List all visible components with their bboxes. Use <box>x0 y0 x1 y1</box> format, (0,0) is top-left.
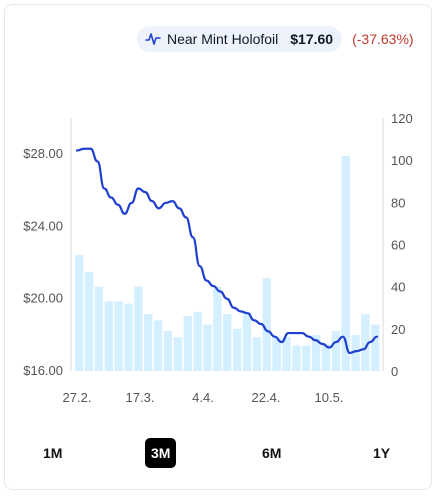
legend-label: Near Mint Holofoil <box>167 31 279 47</box>
y-right-tick-label: 40 <box>391 280 405 295</box>
volume-bar <box>302 345 311 371</box>
volume-bar <box>242 311 252 371</box>
y-left-tick-label: $16.00 <box>23 363 63 378</box>
legend: Near Mint Holofoil $17.60 (-37.63%) <box>137 26 419 52</box>
volume-bar <box>341 155 350 371</box>
volume-bar <box>144 314 153 371</box>
volume-bar <box>331 330 341 371</box>
range-selector: 1M 3M 6M 1Y <box>0 438 438 474</box>
x-tick-label: 22.4. <box>252 390 281 405</box>
volume-bar <box>183 316 192 371</box>
legend-pill[interactable]: Near Mint Holofoil $17.60 <box>137 26 343 52</box>
range-1m-button[interactable]: 1M <box>43 445 63 461</box>
volume-bar <box>213 286 222 371</box>
volume-bar <box>262 278 271 371</box>
volume-bar <box>232 328 242 371</box>
volume-bar <box>361 314 370 371</box>
volume-bar <box>193 311 202 371</box>
y-right-tick-label: 80 <box>391 195 405 210</box>
volume-bar <box>203 324 212 371</box>
x-tick-label: 10.5. <box>315 390 344 405</box>
y-right-tick-label: 100 <box>391 153 413 168</box>
volume-bar <box>223 314 232 371</box>
volume-bar <box>321 343 331 371</box>
volume-bar <box>272 337 281 371</box>
range-3m-button[interactable]: 3M <box>145 438 177 468</box>
x-axis: 27.2. 17.3. 4.4. 22.4. 10.5. <box>63 390 344 405</box>
volume-bar <box>84 271 94 371</box>
y-axis-right: 0 20 40 60 80 100 120 <box>391 111 413 379</box>
volume-bar <box>163 330 173 371</box>
y-left-tick-label: $28.00 <box>23 146 63 161</box>
y-right-tick-label: 60 <box>391 238 405 253</box>
price-line <box>75 147 379 355</box>
y-axis-left: $16.00 $20.00 $24.00 $28.00 <box>23 146 63 378</box>
volume-bar <box>371 324 380 371</box>
x-tick-label: 4.4. <box>192 390 214 405</box>
volume-bar <box>292 345 301 371</box>
range-6m-button[interactable]: 6M <box>262 445 282 461</box>
x-tick-label: 17.3. <box>126 390 155 405</box>
volume-bar <box>153 320 163 371</box>
grid <box>70 118 384 371</box>
volume-bar <box>134 286 143 371</box>
volume-bar <box>114 301 123 371</box>
volume-bar <box>124 303 133 371</box>
volume-bar <box>75 255 84 371</box>
y-right-tick-label: 20 <box>391 322 405 337</box>
volume-bars <box>75 155 380 371</box>
line-chart-icon <box>145 33 161 45</box>
volume-bar <box>104 301 113 371</box>
volume-bar <box>252 337 262 371</box>
y-left-tick-label: $20.00 <box>23 291 63 306</box>
volume-bar <box>173 337 183 371</box>
legend-price: $17.60 <box>290 31 334 47</box>
range-1y-button[interactable]: 1Y <box>373 445 391 461</box>
volume-bar <box>282 337 291 371</box>
volume-bar <box>311 335 321 371</box>
price-line-path <box>75 147 379 355</box>
y-right-tick-label: 120 <box>391 111 413 126</box>
volume-bar <box>94 286 104 371</box>
y-right-tick-label: 0 <box>391 364 398 379</box>
y-left-tick-label: $24.00 <box>23 218 63 233</box>
price-history-card <box>4 4 432 490</box>
x-tick-label: 27.2. <box>63 390 92 405</box>
volume-bar <box>351 335 360 371</box>
legend-change: (-37.63%) <box>352 31 414 47</box>
